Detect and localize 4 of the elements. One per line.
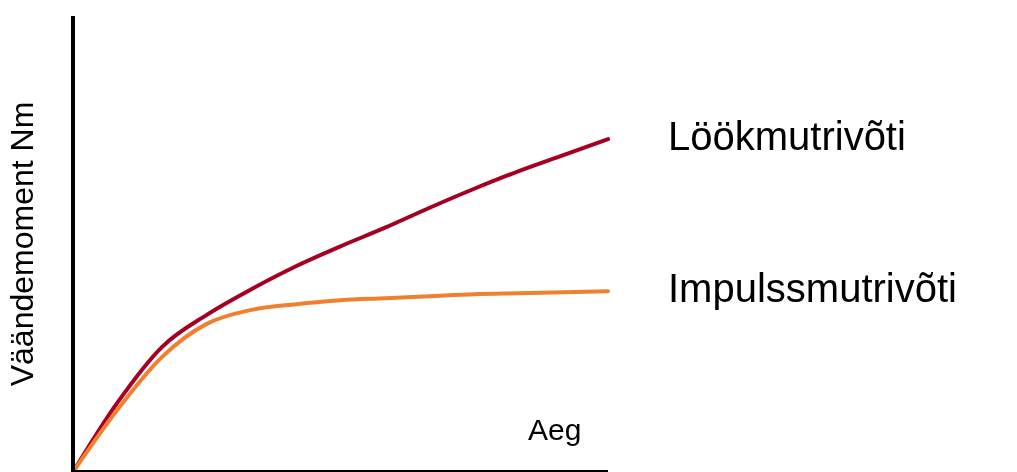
- series-label: Löökmutrivõti: [668, 113, 906, 158]
- x-axis-title: Aeg: [528, 413, 582, 447]
- y-axis-title: Väändemoment Nm: [3, 101, 41, 387]
- series-label: Impulssmutrivõti: [668, 265, 957, 310]
